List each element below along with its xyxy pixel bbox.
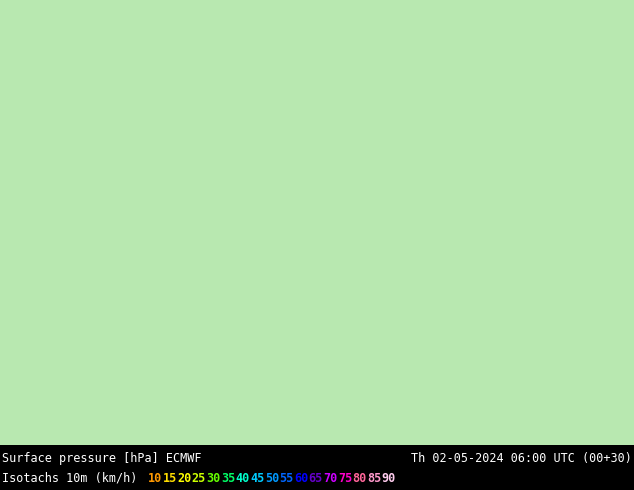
Text: 45: 45 xyxy=(250,472,264,485)
Text: 15: 15 xyxy=(162,472,177,485)
Text: 30: 30 xyxy=(207,472,221,485)
Text: Surface pressure [hPa] ECMWF: Surface pressure [hPa] ECMWF xyxy=(2,452,202,465)
Text: Isotachs 10m (km/h): Isotachs 10m (km/h) xyxy=(2,472,138,485)
Text: 25: 25 xyxy=(192,472,206,485)
Text: Th 02-05-2024 06:00 UTC (00+30): Th 02-05-2024 06:00 UTC (00+30) xyxy=(411,452,632,465)
Text: 65: 65 xyxy=(309,472,323,485)
Text: 90: 90 xyxy=(382,472,396,485)
Text: 60: 60 xyxy=(294,472,308,485)
Text: 10: 10 xyxy=(148,472,162,485)
Text: 35: 35 xyxy=(221,472,235,485)
Text: 55: 55 xyxy=(280,472,294,485)
Text: 75: 75 xyxy=(338,472,352,485)
Text: 40: 40 xyxy=(236,472,250,485)
Text: 50: 50 xyxy=(265,472,279,485)
Text: 85: 85 xyxy=(367,472,381,485)
Text: 70: 70 xyxy=(323,472,337,485)
Text: 80: 80 xyxy=(353,472,366,485)
Text: 20: 20 xyxy=(177,472,191,485)
